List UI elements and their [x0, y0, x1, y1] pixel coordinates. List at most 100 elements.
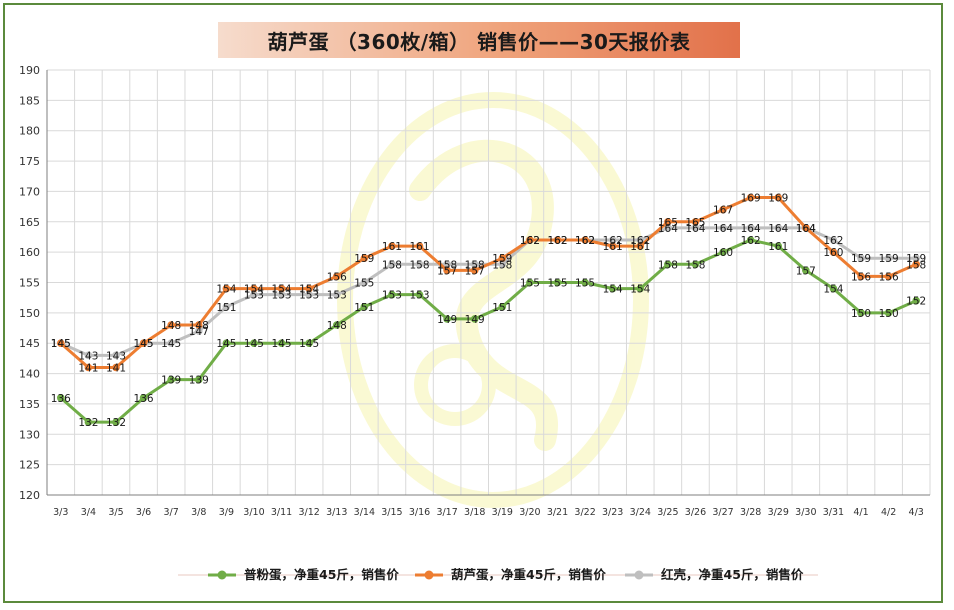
legend: 普粉蛋，净重45斤，销售价 葫芦蛋，净重45斤，销售价 红壳，净重45斤，销售价	[178, 567, 818, 582]
data-label: 158	[492, 259, 512, 271]
data-label: 162	[603, 235, 623, 247]
x-tick-label: 3/8	[191, 507, 206, 518]
data-point	[470, 315, 479, 323]
data-label: 152	[906, 296, 926, 308]
data-point	[84, 363, 93, 372]
data-point	[250, 339, 258, 348]
data-label: 154	[216, 284, 236, 296]
data-point	[608, 236, 617, 244]
data-label: 155	[354, 278, 374, 290]
data-point	[277, 284, 286, 293]
chart-title: 葫芦蛋 （360枚/箱） 销售价——30天报价表	[267, 29, 691, 54]
data-label: 136	[51, 393, 71, 405]
data-point	[884, 254, 893, 263]
data-label: 151	[216, 302, 236, 314]
data-point	[664, 217, 672, 226]
data-point	[222, 339, 231, 348]
data-point	[664, 224, 672, 232]
y-tick-label: 180	[19, 125, 40, 138]
data-point	[388, 290, 396, 299]
x-tick-label: 3/30	[795, 507, 816, 518]
data-label: 164	[685, 223, 705, 235]
legend-label: 葫芦蛋，净重45斤，销售价	[451, 567, 606, 582]
data-point	[498, 254, 507, 263]
data-label: 151	[354, 302, 374, 314]
x-tick-label: 3/11	[271, 507, 292, 518]
x-tick-label: 3/17	[436, 507, 457, 518]
data-point	[222, 284, 231, 293]
data-label: 162	[823, 235, 843, 247]
data-point	[802, 224, 810, 232]
data-label: 160	[823, 247, 843, 259]
data-label: 169	[741, 193, 761, 205]
data-point	[167, 339, 175, 348]
data-label: 145	[51, 338, 71, 350]
chart-frame	[3, 3, 943, 603]
data-label: 150	[879, 308, 899, 320]
data-label: 157	[465, 265, 485, 277]
data-label: 149	[437, 314, 457, 326]
data-point	[829, 236, 838, 244]
data-label: 158	[409, 259, 429, 271]
data-point	[691, 217, 700, 226]
data-point	[415, 242, 424, 250]
data-label: 164	[796, 223, 816, 235]
data-label: 162	[520, 235, 540, 247]
data-label: 145	[299, 338, 319, 350]
y-tick-label: 145	[19, 337, 40, 350]
y-tick-label: 140	[19, 368, 40, 381]
x-tick-label: 3/10	[243, 507, 264, 518]
data-label: 156	[879, 271, 899, 283]
x-tick-label: 3/9	[219, 507, 234, 518]
data-label: 158	[906, 259, 926, 271]
data-label: 153	[299, 290, 319, 302]
data-point	[746, 224, 755, 232]
x-tick-label: 3/23	[602, 507, 623, 518]
x-tick-label: 3/12	[298, 507, 319, 518]
x-tick-label: 3/20	[519, 507, 540, 518]
data-point	[443, 260, 451, 269]
data-point	[774, 242, 783, 250]
legend-swatch-marker	[217, 570, 227, 580]
data-label: 148	[189, 320, 209, 332]
data-point	[305, 290, 313, 299]
data-label: 158	[658, 259, 678, 271]
x-tick-label: 3/24	[630, 507, 651, 518]
data-point	[829, 284, 838, 293]
data-label: 162	[575, 235, 595, 247]
y-tick-label: 155	[19, 277, 40, 290]
data-point	[719, 224, 727, 232]
y-tick-label: 165	[19, 216, 40, 229]
legend-swatch-marker	[634, 570, 644, 580]
data-label: 161	[409, 241, 429, 253]
legend-swatch-marker	[424, 570, 434, 580]
data-label: 164	[658, 223, 678, 235]
data-point	[250, 284, 258, 293]
data-label: 162	[575, 235, 595, 247]
x-tick-label: 3/16	[409, 507, 430, 518]
x-tick-label: 3/28	[740, 507, 761, 518]
data-label: 145	[51, 338, 71, 350]
data-point	[581, 278, 589, 287]
x-tick-label: 3/7	[164, 507, 179, 518]
data-label: 136	[134, 393, 154, 405]
data-point	[222, 302, 231, 311]
data-label: 143	[106, 350, 126, 362]
data-label: 148	[327, 320, 347, 332]
data-point	[360, 302, 369, 311]
y-tick-label: 130	[19, 428, 40, 441]
data-point	[332, 290, 341, 299]
y-tick-label: 190	[19, 64, 40, 77]
x-tick-label: 3/29	[768, 507, 789, 518]
x-tick-label: 3/25	[657, 507, 678, 518]
data-point	[912, 296, 921, 305]
data-point	[360, 278, 369, 287]
data-label: 153	[327, 290, 347, 302]
data-point	[388, 242, 396, 250]
data-label: 139	[189, 375, 209, 387]
data-point	[305, 339, 313, 348]
data-label: 153	[409, 290, 429, 302]
data-point	[112, 418, 120, 426]
data-point	[691, 224, 700, 232]
